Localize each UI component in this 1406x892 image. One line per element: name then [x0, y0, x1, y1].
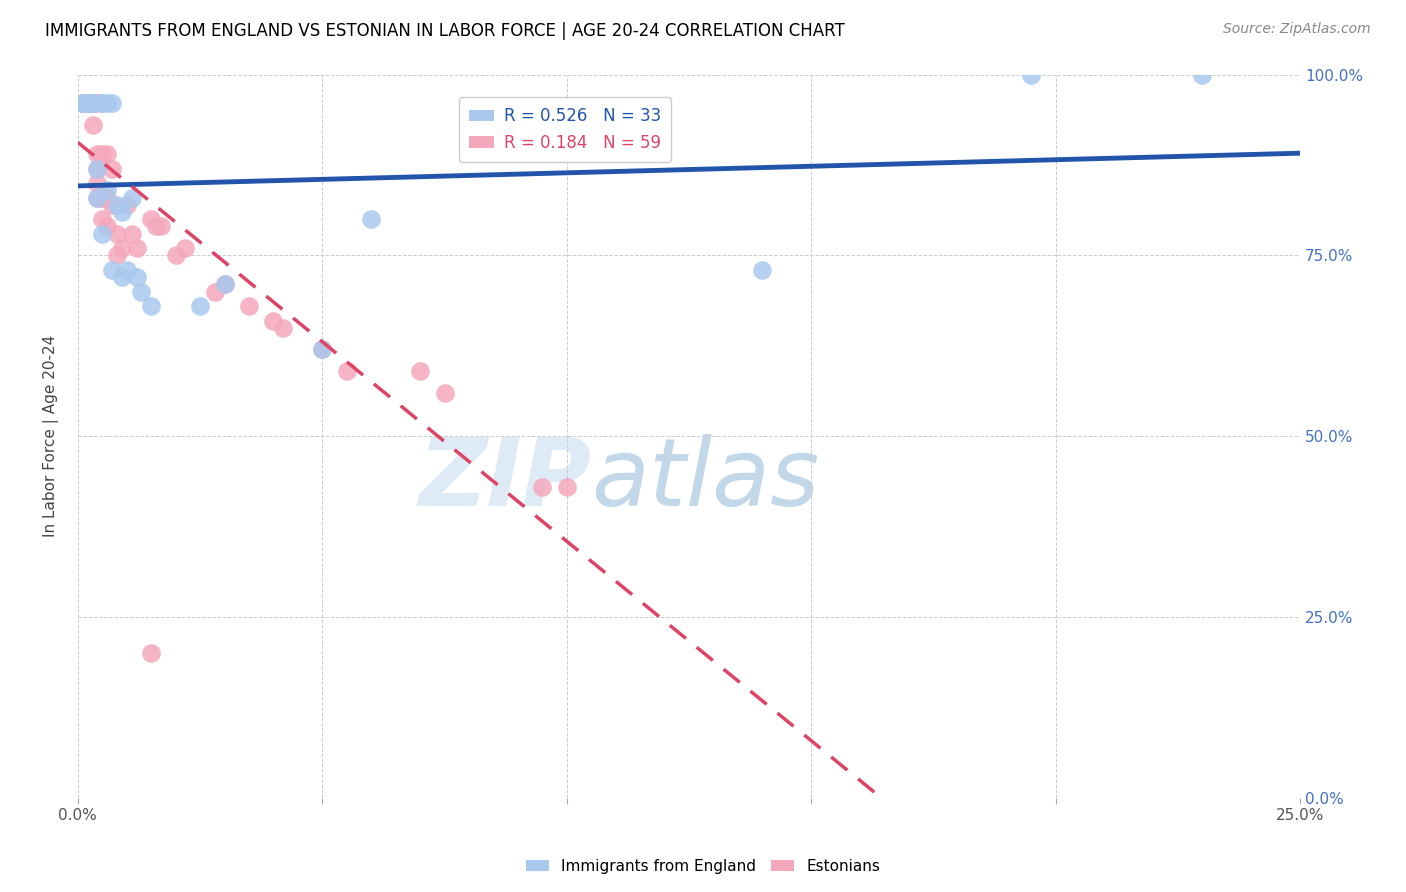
Point: [76, 96, 98, 111]
Point: [141, 646, 163, 660]
Point: [76, 96, 98, 111]
Point: [91, 96, 114, 111]
Point: [174, 241, 197, 255]
Point: [96, 147, 118, 161]
Point: [238, 299, 260, 313]
Text: Source: ZipAtlas.com: Source: ZipAtlas.com: [1223, 22, 1371, 37]
Y-axis label: In Labor Force | Age 20-24: In Labor Force | Age 20-24: [44, 335, 59, 537]
Point: [271, 320, 294, 334]
Point: [82, 96, 104, 111]
Legend: Immigrants from England, Estonians: Immigrants from England, Estonians: [520, 853, 886, 880]
Point: [82, 96, 104, 111]
Point: [91, 96, 114, 111]
Point: [82, 96, 104, 111]
Point: [91, 227, 114, 241]
Point: [76, 96, 98, 111]
Point: [165, 248, 187, 262]
Text: atlas: atlas: [591, 434, 820, 525]
Point: [82, 118, 104, 132]
Point: [115, 263, 138, 277]
Point: [86, 190, 108, 204]
Point: [72, 96, 94, 111]
Point: [91, 212, 114, 227]
Point: [262, 313, 284, 327]
Point: [121, 227, 143, 241]
Point: [121, 190, 143, 204]
Point: [76, 96, 98, 111]
Point: [141, 299, 163, 313]
Point: [86, 161, 108, 176]
Point: [76, 96, 98, 111]
Point: [82, 96, 104, 111]
Point: [91, 147, 114, 161]
Point: [145, 219, 167, 234]
Point: [76, 96, 98, 111]
Point: [76, 96, 98, 111]
Point: [86, 190, 108, 204]
Point: [111, 241, 134, 255]
Point: [96, 183, 118, 197]
Point: [72, 96, 94, 111]
Point: [101, 96, 124, 111]
Point: [433, 385, 456, 400]
Point: [555, 480, 578, 494]
Point: [72, 96, 94, 111]
Point: [105, 227, 128, 241]
Point: [76, 96, 98, 111]
Point: [111, 205, 134, 219]
Point: [96, 219, 118, 234]
Point: [1019, 68, 1042, 82]
Point: [115, 198, 138, 212]
Point: [105, 248, 128, 262]
Point: [76, 96, 98, 111]
Point: [125, 241, 148, 255]
Text: ZIP: ZIP: [419, 434, 591, 525]
Point: [409, 364, 432, 378]
Point: [101, 198, 124, 212]
Point: [96, 96, 118, 111]
Point: [149, 219, 172, 234]
Point: [141, 212, 163, 227]
Point: [72, 96, 94, 111]
Legend: R = 0.526   N = 33, R = 0.184   N = 59: R = 0.526 N = 33, R = 0.184 N = 59: [458, 97, 671, 161]
Point: [86, 176, 108, 190]
Point: [188, 299, 211, 313]
Point: [86, 96, 108, 111]
Point: [72, 96, 94, 111]
Point: [751, 263, 773, 277]
Point: [82, 96, 104, 111]
Point: [105, 198, 128, 212]
Point: [214, 277, 236, 292]
Point: [72, 96, 94, 111]
Point: [111, 270, 134, 285]
Point: [82, 96, 104, 111]
Point: [101, 161, 124, 176]
Text: IMMIGRANTS FROM ENGLAND VS ESTONIAN IN LABOR FORCE | AGE 20-24 CORRELATION CHART: IMMIGRANTS FROM ENGLAND VS ESTONIAN IN L…: [45, 22, 845, 40]
Point: [76, 96, 98, 111]
Point: [72, 96, 94, 111]
Point: [204, 285, 226, 299]
Point: [125, 270, 148, 285]
Point: [86, 161, 108, 176]
Point: [131, 285, 153, 299]
Point: [72, 96, 94, 111]
Point: [82, 96, 104, 111]
Point: [531, 480, 554, 494]
Point: [91, 96, 114, 111]
Point: [101, 263, 124, 277]
Point: [82, 96, 104, 111]
Point: [336, 364, 359, 378]
Point: [86, 147, 108, 161]
Point: [72, 96, 94, 111]
Point: [214, 277, 236, 292]
Point: [91, 190, 114, 204]
Point: [96, 190, 118, 204]
Point: [72, 96, 94, 111]
Point: [311, 343, 333, 357]
Point: [72, 96, 94, 111]
Point: [72, 96, 94, 111]
Point: [360, 212, 382, 227]
Point: [1191, 68, 1213, 82]
Point: [311, 343, 333, 357]
